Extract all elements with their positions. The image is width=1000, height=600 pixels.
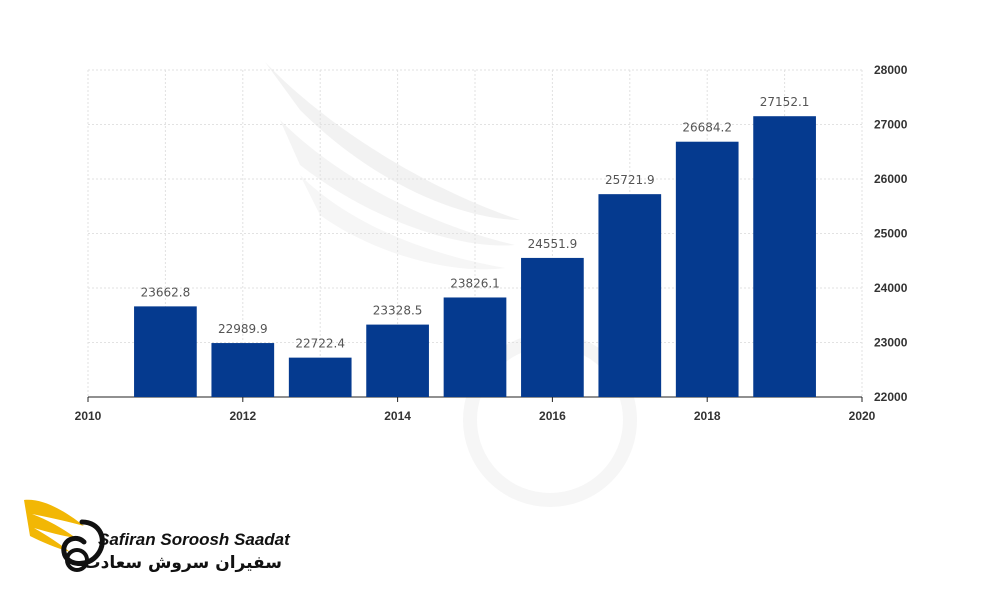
bar-value-label: 22722.4: [295, 337, 345, 351]
x-tick-label: 2010: [75, 409, 102, 423]
bar: [598, 194, 662, 397]
brand-name-english: Safiran Soroosh Saadat: [98, 530, 290, 549]
bar-value-label: 24551.9: [528, 237, 578, 251]
y-tick-label: 24000: [874, 281, 908, 295]
x-tick-label: 2012: [229, 409, 256, 423]
bar-value-label: 25721.9: [605, 173, 655, 187]
bar-value-label: 22989.9: [218, 322, 268, 336]
bar-value-label: 23826.1: [450, 276, 500, 290]
bar-value-label: 23662.8: [141, 285, 191, 299]
brand-name-persian: سفیران سروش سعادت: [83, 553, 282, 573]
x-tick-label: 2016: [539, 409, 566, 423]
x-tick-label: 2020: [849, 409, 876, 423]
bar-value-label: 23328.5: [373, 304, 423, 318]
logo-swirl-icon: [61, 519, 105, 566]
y-tick-label: 22000: [874, 390, 908, 404]
y-tick-label: 25000: [874, 227, 908, 241]
logo-wing-icon: [24, 499, 84, 552]
y-tick-label: 27000: [874, 118, 908, 132]
bar: [675, 141, 739, 397]
y-axis-ticks: 22000 23000 24000 25000 26000 27000 28000: [874, 63, 908, 404]
y-tick-label: 28000: [874, 63, 908, 77]
bar: [753, 116, 816, 398]
bar: [134, 306, 197, 397]
y-tick-label: 26000: [874, 172, 908, 186]
bar: [366, 324, 429, 397]
x-tick-label: 2018: [694, 409, 721, 423]
bar: [288, 357, 352, 397]
bar: [443, 297, 507, 397]
bars: [134, 116, 816, 398]
y-tick-label: 23000: [874, 336, 908, 350]
bar-value-label: 27152.1: [760, 95, 810, 109]
bar-value-label: 26684.2: [682, 121, 732, 135]
company-logo: [24, 499, 105, 572]
x-tick-label: 2014: [384, 409, 411, 423]
bar-value-labels: 23662.8 22989.9 22722.4 23328.5 23826.1 24551…: [141, 95, 810, 350]
bar: [211, 343, 275, 397]
x-axis-ticks: 2010 2012 2014 2016 2018 2020: [75, 397, 876, 423]
bar: [521, 257, 584, 397]
